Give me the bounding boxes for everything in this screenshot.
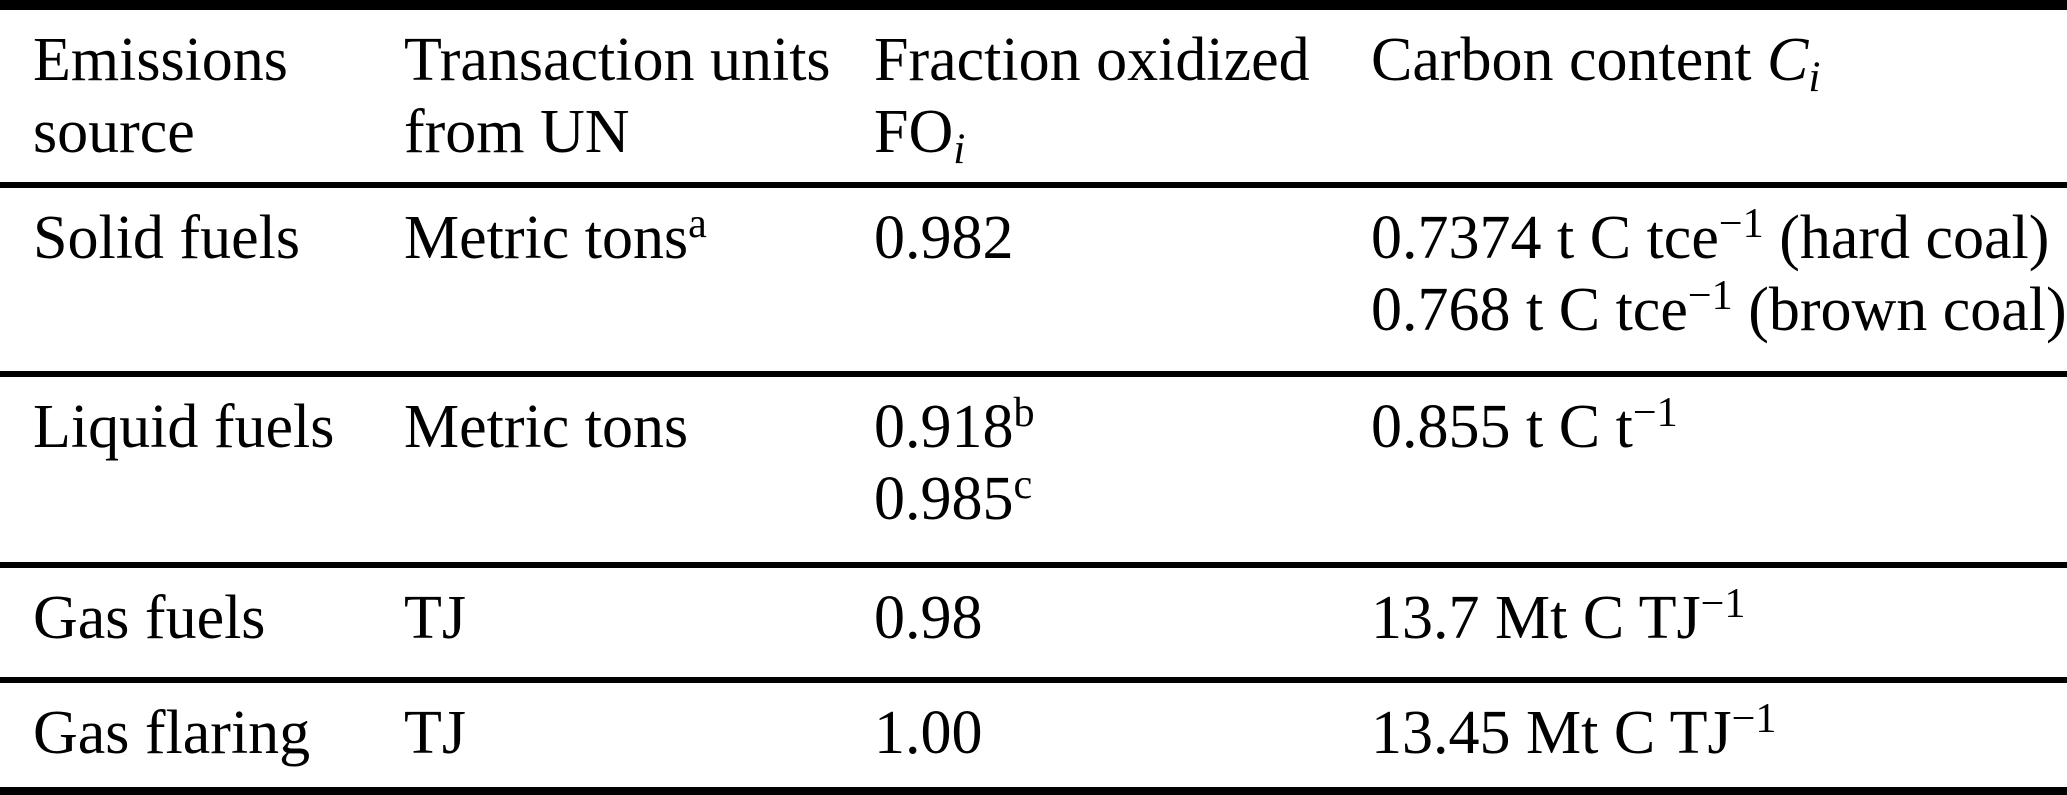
cell-line: Gas fuels	[33, 584, 266, 652]
cell-line: FOi	[874, 98, 966, 173]
cell-line: 0.7374 t C tce−1 (hard coal)	[1371, 199, 2050, 272]
gas-flaring-transaction-units: TJ	[404, 680, 874, 791]
cell-line: 0.768 t C tce−1 (brown coal)	[1371, 271, 2067, 344]
header-cell-transaction-units: Transaction units from UN	[404, 5, 874, 188]
cell-line: 13.7 Mt C TJ−1	[1371, 579, 1746, 652]
liquid-fuels-fraction-oxidized: 0.918b 0.985c	[874, 374, 1371, 568]
cell-line: Fraction oxidized	[874, 26, 1310, 94]
cell-line: 1.00	[874, 699, 983, 767]
liquid-fuels-emissions-source: Liquid fuels	[0, 374, 404, 568]
header-row: Emissions source Transaction units from UN F…	[0, 5, 2067, 188]
liquid-fuels-carbon-content: 0.855 t C t−1	[1371, 374, 2067, 568]
cell-line: from UN	[404, 98, 630, 166]
header-cell-fraction-oxidized: Fraction oxidized FOi	[874, 5, 1371, 188]
cell-line: Liquid fuels	[33, 393, 335, 461]
header-cell-emissions-source: Emissions source	[0, 5, 404, 188]
header-cell-carbon-content: Carbon content Ci	[1371, 5, 2067, 188]
solid-fuels-transaction-units: Metric tonsa	[404, 185, 874, 377]
cell-line: TJ	[404, 584, 466, 652]
cell-line: 0.985c	[874, 460, 1033, 533]
cell-line: Metric tons	[404, 393, 689, 461]
table-row-liquid-fuels: Liquid fuels Metric tons 0.918b 0.985c 0.855…	[0, 374, 2067, 568]
cell-line: 0.855 t C t−1	[1371, 388, 1678, 461]
liquid-fuels-transaction-units: Metric tons	[404, 374, 874, 568]
cell-line: 0.982	[874, 204, 1014, 272]
gas-flaring-emissions-source: Gas flaring	[0, 680, 404, 791]
gas-flaring-fraction-oxidized: 1.00	[874, 680, 1371, 791]
gas-fuels-transaction-units: TJ	[404, 565, 874, 683]
cell-line: 13.45 Mt C TJ−1	[1371, 694, 1777, 767]
gas-fuels-carbon-content: 13.7 Mt C TJ−1	[1371, 565, 2067, 683]
cell-line: Carbon content Ci	[1371, 26, 1821, 101]
solid-fuels-emissions-source: Solid fuels	[0, 185, 404, 377]
table-row-gas-fuels: Gas fuels TJ 0.98 13.7 Mt C TJ−1	[0, 565, 2067, 683]
cell-line: source	[33, 98, 195, 166]
cell-line: Emissions	[33, 26, 288, 94]
solid-fuels-fraction-oxidized: 0.982	[874, 185, 1371, 377]
cell-line: Metric tonsa	[404, 199, 707, 272]
table-row-gas-flaring: Gas flaring TJ 1.00 13.45 Mt C TJ−1	[0, 680, 2067, 791]
cell-line: Transaction units	[404, 26, 831, 94]
gas-flaring-carbon-content: 13.45 Mt C TJ−1	[1371, 680, 2067, 791]
solid-fuels-carbon-content: 0.7374 t C tce−1 (hard coal) 0.768 t C tc…	[1371, 185, 2067, 377]
cell-line: 0.918b	[874, 388, 1035, 461]
cell-line: Gas flaring	[33, 699, 311, 767]
cell-line: Solid fuels	[33, 204, 300, 272]
cell-line: TJ	[404, 699, 466, 767]
gas-fuels-fraction-oxidized: 0.98	[874, 565, 1371, 683]
gas-fuels-emissions-source: Gas fuels	[0, 565, 404, 683]
cell-line: 0.98	[874, 584, 983, 652]
table-row-solid-fuels: Solid fuels Metric tonsa 0.982 0.7374 t C t…	[0, 185, 2067, 377]
